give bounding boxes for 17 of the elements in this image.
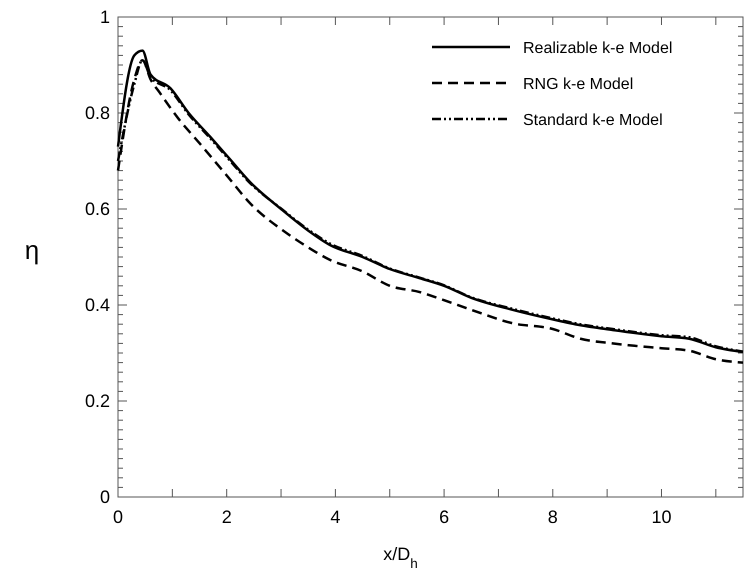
- x-tick-label: 8: [548, 507, 558, 527]
- y-tick-label: 0.4: [84, 295, 110, 315]
- y-tick-label: 1: [100, 7, 110, 27]
- y-tick-label: 0.2: [84, 391, 110, 411]
- x-tick-label: 2: [222, 507, 232, 527]
- legend-label: Realizable k-e Model: [523, 40, 672, 57]
- x-axis-title: x/D$_{h}$: [383, 544, 418, 570]
- y-tick-label: 0.6: [84, 199, 110, 219]
- x-tick-label: 10: [651, 507, 672, 527]
- legend-label: RNG k-e Model: [523, 76, 634, 93]
- y-axis-title: η: [24, 235, 40, 265]
- y-tick-label: 0.8: [84, 103, 110, 123]
- y-tick-label: 0: [100, 487, 110, 507]
- x-tick-label: 4: [330, 507, 340, 527]
- legend-label: Standard k-e Model: [523, 112, 663, 129]
- x-tick-label: 0: [112, 507, 124, 527]
- x-tick-label: 6: [439, 507, 450, 527]
